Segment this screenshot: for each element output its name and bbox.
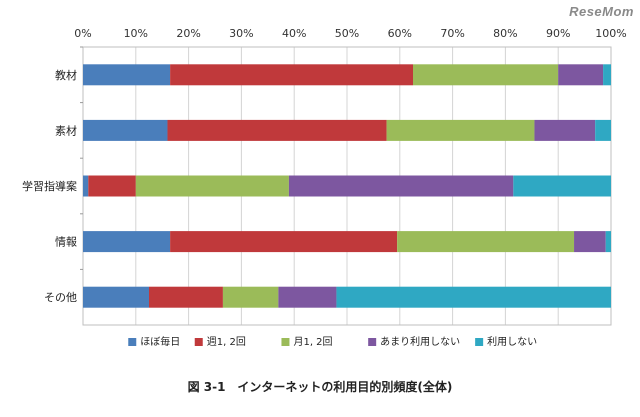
bar-segment: [534, 119, 596, 141]
x-tick-label: 30%: [229, 27, 253, 40]
bar-segment: [278, 286, 337, 308]
x-tick-label: 100%: [595, 27, 626, 40]
bar-segment: [83, 175, 89, 197]
watermark-logo: ReseMom: [569, 4, 634, 19]
x-tick-label: 70%: [440, 27, 464, 40]
legend-swatch: [128, 338, 137, 346]
bar-segment: [170, 64, 413, 86]
bar-segment: [603, 64, 611, 86]
x-tick-label: 20%: [176, 27, 200, 40]
bar-segment: [386, 119, 535, 141]
bar-segment: [83, 119, 168, 141]
x-tick-label: 90%: [546, 27, 570, 40]
x-tick-label: 0%: [74, 27, 91, 40]
category-label: 情報: [55, 236, 77, 249]
category-label: 学習指導案: [22, 179, 77, 193]
bar-segment: [83, 231, 171, 253]
category-label: 素材: [55, 123, 77, 137]
bar-segment: [336, 286, 611, 308]
category-label: 教材: [55, 68, 77, 82]
bar-segment: [83, 286, 149, 308]
bar-segment: [605, 231, 611, 253]
bar-segment: [149, 286, 223, 308]
bar-segment: [595, 119, 611, 141]
x-tick-label: 50%: [335, 27, 359, 40]
bar-segment: [135, 175, 289, 197]
bar-segment: [558, 64, 604, 86]
bar-segment: [513, 175, 611, 197]
x-tick-label: 10%: [124, 27, 148, 40]
x-tick-label: 40%: [282, 27, 306, 40]
bar-segment: [397, 231, 575, 253]
legend-swatch: [475, 338, 484, 346]
bar-segment: [83, 64, 171, 86]
legend-swatch: [368, 338, 377, 346]
category-label: その他: [44, 291, 77, 304]
bar-segment: [574, 231, 606, 253]
bar-segment: [288, 175, 514, 197]
bar-segment: [413, 64, 559, 86]
x-tick-label: 60%: [388, 27, 412, 40]
bar-segment: [170, 231, 398, 253]
legend-swatch: [281, 338, 290, 346]
legend-label: 月1, 2回: [293, 336, 332, 348]
figure-caption: 図 3-1 インターネットの利用目的別頻度(全体): [187, 380, 453, 394]
legend-label: 週1, 2回: [207, 336, 246, 348]
bar-segment: [222, 286, 279, 308]
legend-label: あまり利用しない: [380, 336, 460, 348]
legend-swatch: [194, 338, 203, 346]
legend-label: 利用しない: [487, 336, 537, 348]
bar-segment: [167, 119, 387, 141]
bar-segment: [88, 175, 136, 197]
x-tick-label: 80%: [493, 27, 517, 40]
legend-label: ほぼ毎日: [140, 335, 180, 348]
